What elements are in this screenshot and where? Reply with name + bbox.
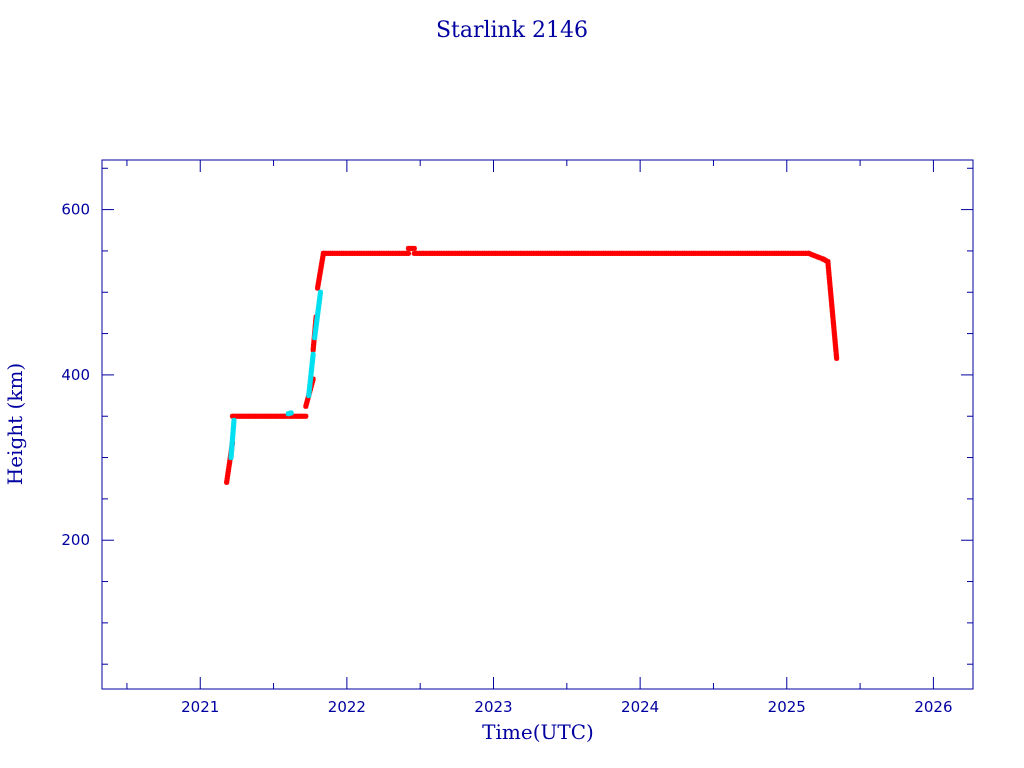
data-point (317, 289, 324, 295)
data-point (405, 250, 412, 257)
x-axis-label: Time(UTC) (482, 720, 594, 744)
data-point (310, 351, 316, 357)
axis-ticks (102, 160, 973, 689)
y-tick-label: 600 (61, 201, 90, 219)
tick-labels: 2021 2022 2023 2024 2025 2026 200 400 600 (61, 201, 952, 716)
y-tick-label: 400 (61, 366, 90, 384)
data-point (303, 413, 309, 419)
data-points (224, 245, 840, 485)
data-point (310, 376, 316, 382)
data-point (411, 245, 417, 252)
data-point (231, 417, 237, 423)
chart-title: Starlink 2146 (436, 18, 588, 43)
x-tick-label: 2024 (621, 698, 659, 716)
data-point (288, 410, 294, 416)
x-tick-label: 2023 (474, 698, 512, 716)
plot-frame (101, 159, 974, 690)
x-tick-label: 2021 (181, 698, 219, 716)
y-axis-label: Height (km) (3, 363, 27, 485)
data-point (834, 355, 840, 361)
x-tick-label: 2025 (768, 698, 806, 716)
y-tick-label: 200 (61, 531, 90, 549)
x-tick-label: 2022 (328, 698, 366, 716)
x-tick-label: 2026 (914, 698, 952, 716)
